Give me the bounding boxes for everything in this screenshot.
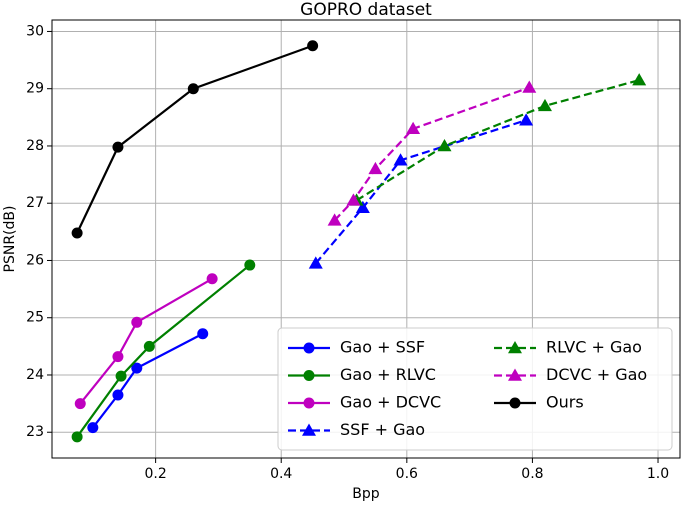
marker: [355, 200, 370, 214]
marker: [206, 273, 218, 285]
marker: [308, 256, 323, 269]
marker: [346, 193, 361, 206]
marker: [303, 342, 315, 354]
series-line: [314, 119, 527, 265]
legend-label: Gao + RLVC: [340, 365, 436, 384]
series-line: [91, 332, 204, 429]
x-tick-label: 0.4: [270, 466, 292, 482]
marker: [509, 397, 521, 409]
marker: [368, 161, 383, 175]
marker: [112, 351, 124, 363]
marker: [244, 259, 256, 271]
legend-label: Ours: [546, 393, 584, 412]
x-tick-label: 0.8: [521, 466, 543, 482]
y-tick-label: 30: [26, 23, 44, 39]
chart-title: GOPRO dataset: [300, 0, 432, 20]
legend-box: [277, 327, 673, 451]
marker: [131, 316, 143, 328]
marker: [522, 80, 537, 93]
marker: [303, 370, 315, 381]
marker: [307, 40, 319, 52]
y-tick-label: 27: [26, 195, 44, 211]
marker: [303, 397, 315, 409]
marker: [112, 389, 124, 401]
marker: [115, 370, 127, 382]
marker: [437, 138, 452, 152]
legend: Gao + SSF Gao + RLVC Gao + DCVC SSF + Gao RL…: [277, 327, 673, 451]
marker: [187, 83, 199, 95]
x-axis-label: Bpp: [352, 486, 379, 502]
legend-label: RLVC + Gao: [546, 338, 642, 357]
x-tick-label: 1.0: [647, 466, 669, 482]
marker: [302, 423, 316, 436]
marker: [537, 98, 552, 112]
legend-label: SSF + Gao: [340, 420, 425, 439]
marker: [197, 328, 209, 340]
marker: [632, 73, 647, 86]
marker: [327, 213, 342, 226]
marker: [406, 121, 421, 135]
marker: [87, 422, 99, 434]
y-tick-label: 24: [26, 367, 44, 383]
y-tick-label: 26: [26, 252, 44, 268]
legend-label: DCVC + Gao: [546, 365, 647, 384]
series-line: [356, 79, 640, 202]
plot-frame: [51, 19, 681, 459]
series-line: [76, 44, 313, 234]
legend-label: Gao + SSF: [340, 338, 425, 357]
y-tick-label: 25: [26, 310, 44, 326]
marker: [508, 341, 522, 354]
marker: [519, 113, 534, 126]
series-line: [76, 264, 251, 438]
marker: [143, 340, 155, 352]
series-line: [79, 277, 213, 405]
marker: [508, 368, 522, 381]
legend-label: Gao + DCVC: [340, 393, 441, 412]
x-tick-label: 0.2: [144, 466, 166, 482]
x-tick-label: 0.6: [396, 466, 418, 482]
marker: [74, 398, 86, 410]
marker: [131, 362, 143, 374]
y-tick-label: 29: [26, 81, 44, 97]
y-tick-label: 23: [26, 424, 44, 440]
marker: [71, 227, 83, 239]
marker: [71, 431, 83, 443]
y-axis-label: PSNR(dB): [2, 206, 18, 273]
y-tick-label: 28: [26, 138, 44, 154]
marker: [112, 141, 124, 153]
marker: [393, 153, 408, 166]
